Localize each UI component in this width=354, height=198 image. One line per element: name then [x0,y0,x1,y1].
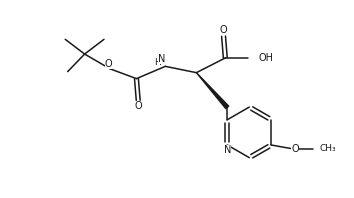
Text: CH₃: CH₃ [320,144,336,153]
Polygon shape [196,73,229,109]
Text: O: O [291,144,299,153]
Text: O: O [135,101,142,111]
Text: O: O [105,59,113,69]
Text: OH: OH [258,53,273,63]
Text: O: O [220,25,227,35]
Text: H: H [154,58,161,67]
Text: N: N [224,145,231,155]
Text: N: N [158,54,165,64]
